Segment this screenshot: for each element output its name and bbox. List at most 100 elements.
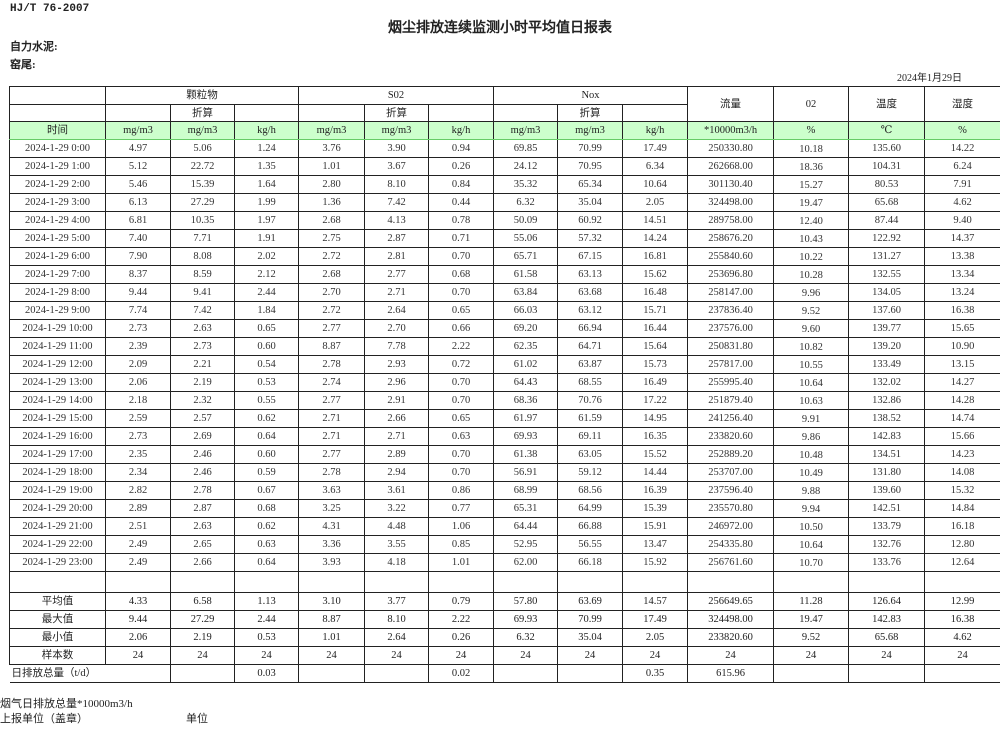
table-row: 2024-1-29 14:00 2.18 2.32 0.55 2.77 2.91 0.70 6…: [9, 391, 1000, 410]
table-row: 2024-1-29 5:00 7.40 7.71 1.91 2.75 2.87 0.71 55…: [9, 229, 1000, 248]
summary-row-cell: 24: [687, 646, 775, 665]
table-row-cell: 9.86: [773, 427, 850, 446]
table-row-cell: 0.60: [233, 445, 300, 464]
table-row-cell: 4.31: [298, 517, 366, 536]
table-row-cell: 2024-1-29 23:00: [9, 553, 106, 572]
summary-row-cell: 最小值: [9, 628, 106, 647]
table-row-cell: 10.64: [622, 175, 689, 194]
table-row-cell: 2.75: [298, 229, 366, 248]
table-row-cell: 1.06: [428, 517, 495, 536]
table-row-cell: 14.23: [924, 445, 1000, 464]
unit-label: 单位: [186, 713, 208, 725]
table-row-cell: 9.94: [773, 499, 850, 518]
summary-row: 平均值 4.33 6.58 1.13 3.10 3.77 0.79 57.80 63.69 14.…: [9, 592, 1000, 611]
header-blank: [428, 104, 495, 122]
table-row-cell: 2024-1-29 22:00: [9, 535, 106, 554]
table-row-cell: 63.12: [557, 301, 624, 320]
table-row-cell: 0.72: [428, 355, 495, 374]
table-row-cell: 133.76: [848, 553, 926, 572]
table-row-cell: 27.29: [170, 193, 235, 212]
summary-row-cell: 24: [170, 646, 235, 665]
table-row-cell: 250831.80: [687, 337, 775, 356]
table-row-cell: 253707.00: [687, 463, 775, 482]
table-row-cell: 132.55: [848, 265, 926, 284]
table-row-cell: 16.81: [622, 247, 689, 266]
table-row-cell: 2.39: [105, 337, 171, 356]
summary-row-cell: 2.06: [105, 628, 171, 647]
table-row-cell: 7.40: [105, 229, 171, 248]
table-row-cell: 0.62: [233, 409, 300, 428]
table-row-cell: 10.43: [773, 229, 850, 248]
report-date: 2024年1月29日: [897, 73, 962, 84]
table-row-cell: 2024-1-29 20:00: [9, 499, 106, 518]
table-row-cell: 0.26: [428, 157, 495, 176]
table-row-cell: 65.71: [493, 247, 559, 266]
table-row-cell: 0.53: [233, 373, 300, 392]
table-row-cell: 65.34: [557, 175, 624, 194]
summary-row-cell: 平均值: [9, 592, 106, 611]
table-row-cell: 68.56: [557, 481, 624, 500]
table-row-cell: 55.06: [493, 229, 559, 248]
header-flow: 流量: [687, 86, 775, 122]
table-row-cell: 2.71: [364, 283, 430, 302]
table-row-cell: 14.84: [924, 499, 1000, 518]
table-row-cell: 63.68: [557, 283, 624, 302]
table-row-cell: 138.52: [848, 409, 926, 428]
summary-row-cell: 17.49: [622, 610, 689, 629]
table-row-cell: 22.72: [170, 157, 235, 176]
table-row: 2024-1-29 11:00 2.39 2.73 0.60 8.87 7.78 2.22 6…: [9, 337, 1000, 356]
table-row: 2024-1-29 20:00 2.89 2.87 0.68 3.25 3.22 0.77 6…: [9, 499, 1000, 518]
summary-row-cell: 24: [848, 646, 926, 665]
footer-signature-row: 上报单位（盖章） 单位: [0, 712, 1000, 727]
table-row-cell: 0.70: [428, 373, 495, 392]
table-row-cell: 2024-1-29 21:00: [9, 517, 106, 536]
table-row-cell: 2.73: [105, 427, 171, 446]
summary-row-cell: 70.99: [557, 610, 624, 629]
table-row-cell: 64.99: [557, 499, 624, 518]
table-row-cell: 241256.40: [687, 409, 775, 428]
table-row-cell: 14.51: [622, 211, 689, 230]
summary-row-cell: 24: [233, 646, 300, 665]
table-row: 2024-1-29 15:00 2.59 2.57 0.62 2.71 2.66 0.65 6…: [9, 409, 1000, 428]
summary-row-cell: 0.26: [428, 628, 495, 647]
summary-row-cell: 11.28: [773, 592, 850, 611]
table-row: 2024-1-29 6:00 7.90 8.08 2.02 2.72 2.81 0.70 65…: [9, 247, 1000, 266]
table-row-cell: 2024-1-29 14:00: [9, 391, 106, 410]
table-row-cell: 10.70: [773, 553, 850, 572]
blank-row: [9, 571, 1000, 593]
summary-row-cell: 14.57: [622, 592, 689, 611]
table-row-cell: 2.34: [105, 463, 171, 482]
table-row-cell: 4.48: [364, 517, 430, 536]
table-row-cell: 7.91: [924, 175, 1000, 194]
table-row-cell: 6.24: [924, 157, 1000, 176]
table-row-cell: 14.22: [924, 139, 1000, 158]
units-row-cell: %: [773, 121, 850, 140]
company-label: 自力水泥:: [10, 41, 58, 53]
table-row-cell: 10.48: [773, 445, 850, 464]
summary-row-cell: 2.05: [622, 628, 689, 647]
table-row-cell: 0.64: [233, 427, 300, 446]
blank-row-cell: [687, 571, 775, 593]
table-row-cell: 12.64: [924, 553, 1000, 572]
table-row-cell: 1.97: [233, 211, 300, 230]
table-row-cell: 0.94: [428, 139, 495, 158]
table-row-cell: 2.59: [105, 409, 171, 428]
table-row-cell: 64.43: [493, 373, 559, 392]
table-row-cell: 2.68: [298, 211, 366, 230]
summary-row-cell: 24: [773, 646, 850, 665]
table-row-cell: 15.27: [773, 175, 850, 194]
table-row-cell: 2.71: [298, 409, 366, 428]
units-row-cell: kg/h: [233, 121, 300, 140]
table-row-cell: 2024-1-29 3:00: [9, 193, 106, 212]
table-row-cell: 2024-1-29 17:00: [9, 445, 106, 464]
table-row-cell: 2.78: [170, 481, 235, 500]
units-row-cell: mg/m3: [557, 121, 624, 140]
blank-row-cell: [428, 571, 495, 593]
table-row-cell: 134.05: [848, 283, 926, 302]
table-row-cell: 67.15: [557, 247, 624, 266]
table-row-cell: 256761.60: [687, 553, 775, 572]
table-row-cell: 2.77: [364, 265, 430, 284]
units-row-cell: mg/m3: [170, 121, 235, 140]
table-row-cell: 2.82: [105, 481, 171, 500]
table-row-cell: 104.31: [848, 157, 926, 176]
